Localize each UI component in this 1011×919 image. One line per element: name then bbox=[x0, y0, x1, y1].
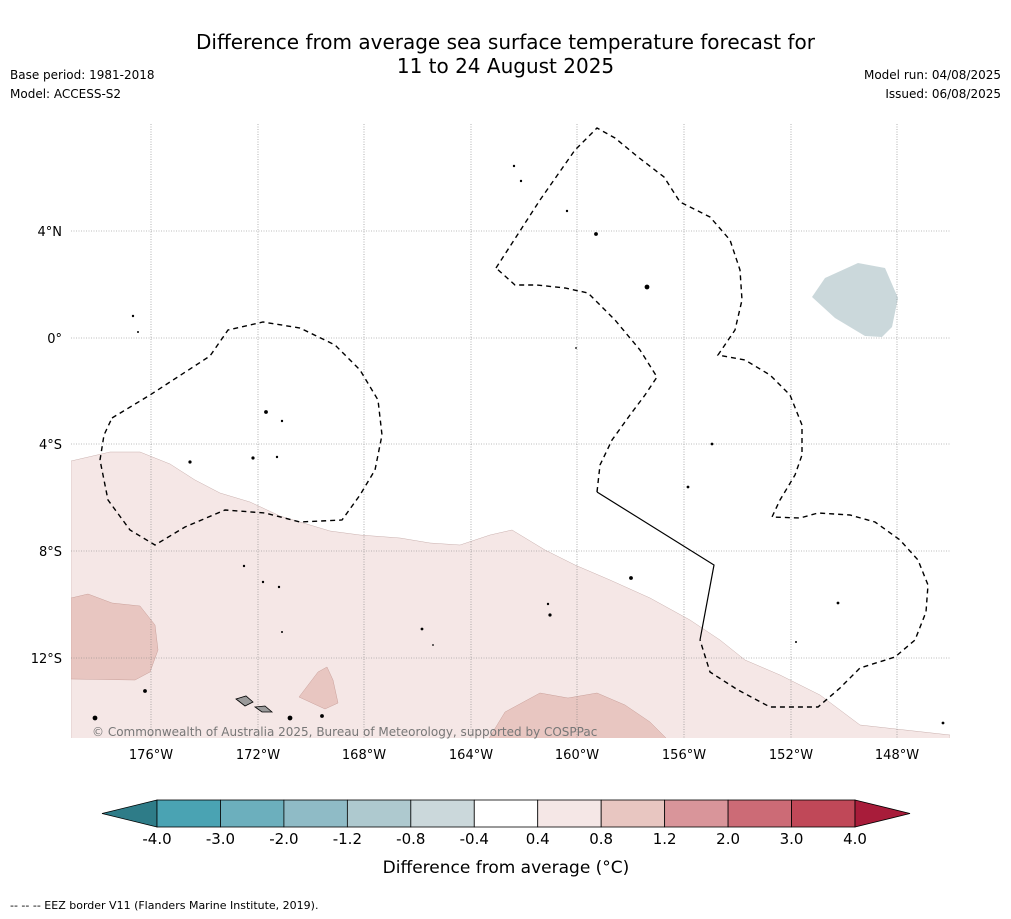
lon-label: 168°W bbox=[342, 748, 386, 763]
issued-date: Issued: 06/08/2025 bbox=[885, 87, 1001, 101]
lat-label: 12°S bbox=[31, 652, 62, 667]
colorbar-segment bbox=[727, 799, 792, 828]
anomaly-region-mid-small bbox=[298, 666, 339, 710]
colorbar-segment bbox=[410, 799, 475, 828]
lat-label: 0° bbox=[47, 332, 62, 347]
colorbar-segment bbox=[156, 799, 221, 828]
colorbar-label: Difference from average (°C) bbox=[383, 858, 630, 878]
lon-label: 156°W bbox=[662, 748, 706, 763]
anomaly-region-light bbox=[71, 451, 950, 738]
copyright-text: © Commonwealth of Australia 2025, Bureau… bbox=[92, 725, 597, 739]
colorbar-tick-label: -0.4 bbox=[460, 830, 489, 848]
colorbar-tick-label: 0.8 bbox=[589, 830, 613, 848]
colorbar-segment bbox=[664, 799, 729, 828]
colorbar-tick-label: 2.0 bbox=[716, 830, 740, 848]
island-upolu bbox=[253, 705, 274, 713]
base-period: Base period: 1981-2018 bbox=[10, 68, 155, 82]
colorbar-tick-label: 0.4 bbox=[526, 830, 550, 848]
eez-border-kiribati-line bbox=[495, 127, 929, 708]
model-run: Model run: 04/08/2025 bbox=[863, 68, 1001, 82]
anomaly-region-mid-west bbox=[71, 593, 159, 681]
island-savaii bbox=[235, 695, 254, 707]
colorbar-segment bbox=[600, 799, 666, 828]
lat-label: 4°N bbox=[38, 225, 63, 240]
colorbar-segment bbox=[791, 799, 856, 828]
colorbar-tick-label: -3.0 bbox=[206, 830, 235, 848]
meta-left: Base period: 1981-2018 Model: ACCESS-S2 bbox=[10, 66, 155, 104]
colorbar-segment bbox=[220, 799, 285, 828]
colorbar-tick-label: -1.2 bbox=[333, 830, 362, 848]
colorbar-tick-label: 1.2 bbox=[653, 830, 677, 848]
colorbar-tick-label: 4.0 bbox=[843, 830, 867, 848]
colorbar-tick-label: -2.0 bbox=[269, 830, 298, 848]
title-line-2: 11 to 24 August 2025 bbox=[396, 54, 615, 78]
eez-border-cook-line bbox=[596, 491, 715, 641]
lat-label: 4°S bbox=[39, 438, 62, 453]
lon-label: 164°W bbox=[449, 748, 493, 763]
model-name: Model: ACCESS-S2 bbox=[10, 87, 122, 101]
lon-label: 176°W bbox=[129, 748, 173, 763]
colorbar-segment bbox=[537, 799, 602, 828]
eez-border-kiribati-west bbox=[495, 267, 658, 493]
lon-label: 172°W bbox=[236, 748, 280, 763]
map-title: Difference from average sea surface temp… bbox=[0, 30, 1011, 78]
colorbar bbox=[101, 799, 911, 828]
colorbar-segment bbox=[283, 799, 348, 828]
lon-label: 148°W bbox=[875, 748, 919, 763]
colorbar-tick-label: 3.0 bbox=[780, 830, 804, 848]
lat-label: 8°S bbox=[39, 545, 62, 560]
graticule bbox=[71, 124, 950, 738]
title-line-1: Difference from average sea surface temp… bbox=[195, 30, 815, 54]
lon-label: 160°W bbox=[555, 748, 599, 763]
colorbar-arrow-high bbox=[854, 799, 911, 828]
colorbar-segment bbox=[473, 799, 539, 828]
colorbar-arrow-low bbox=[101, 799, 158, 828]
colorbar-tick-label: -4.0 bbox=[142, 830, 171, 848]
anomaly-region-mid-south bbox=[488, 692, 667, 738]
colorbar-tick-label: -0.8 bbox=[396, 830, 425, 848]
islands bbox=[92, 164, 945, 725]
colorbar-segment bbox=[346, 799, 412, 828]
lon-label: 152°W bbox=[769, 748, 813, 763]
eez-border-tokelau bbox=[99, 321, 383, 546]
anomaly-region-cool bbox=[812, 263, 898, 337]
meta-right: Model run: 04/08/2025 Issued: 06/08/2025 bbox=[864, 66, 1001, 104]
eez-footnote: -- -- -- EEZ border V11 (Flanders Marine… bbox=[10, 899, 319, 912]
